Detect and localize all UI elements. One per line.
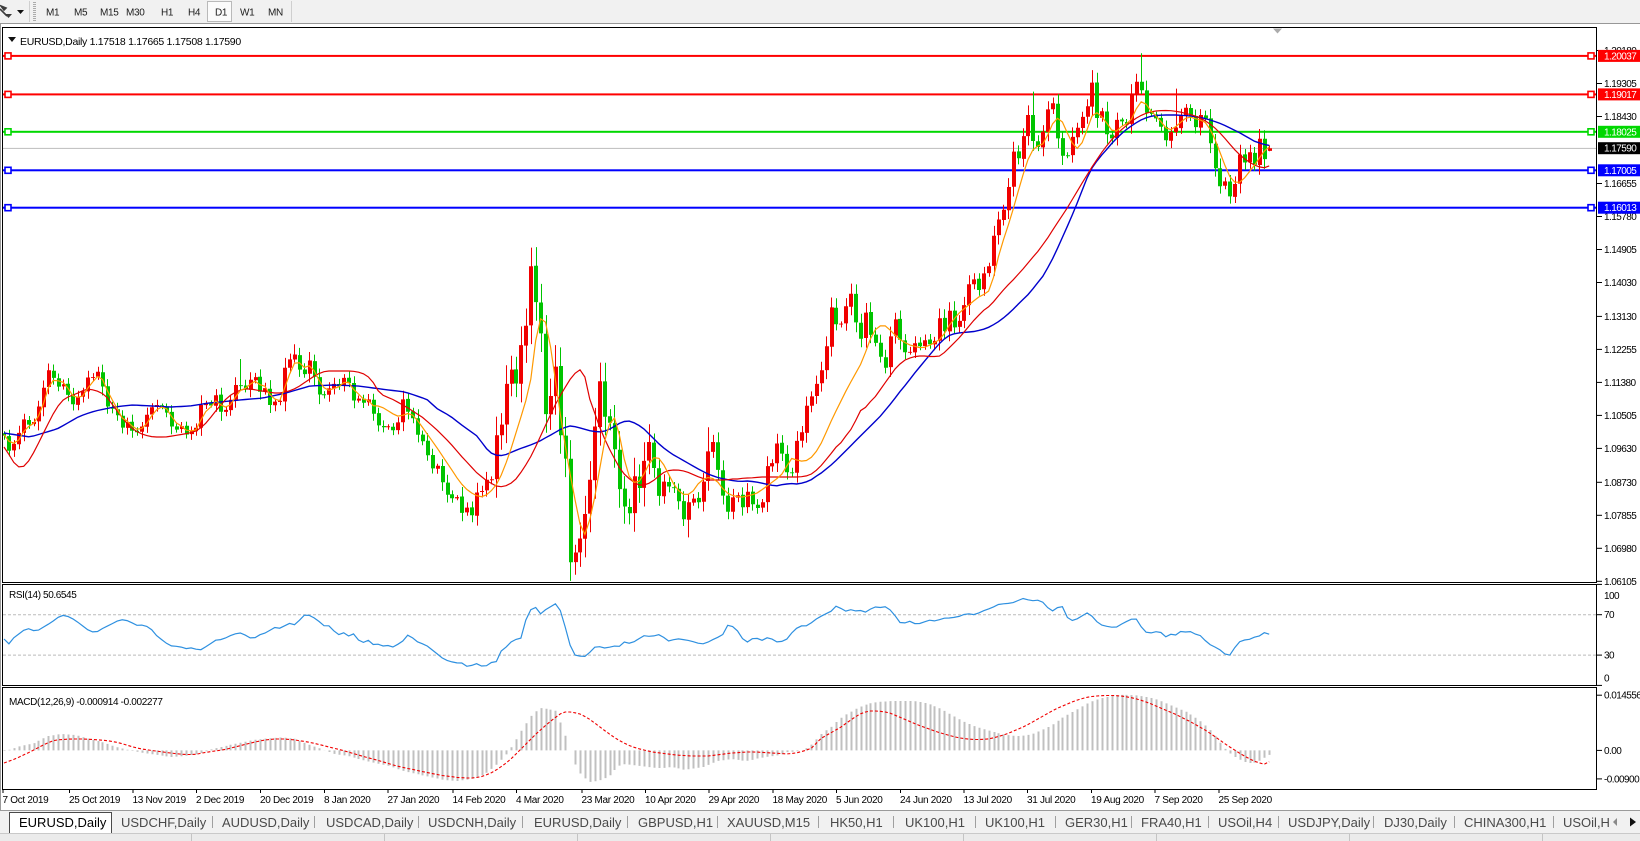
svg-text:5 Jun 2020: 5 Jun 2020 bbox=[836, 795, 883, 806]
svg-text:USDJPY,Daily: USDJPY,Daily bbox=[1288, 815, 1371, 830]
svg-text:27 Jan 2020: 27 Jan 2020 bbox=[388, 795, 440, 806]
svg-text:70: 70 bbox=[1604, 610, 1615, 621]
svg-text:1.17005: 1.17005 bbox=[1604, 166, 1637, 177]
svg-text:H1: H1 bbox=[161, 8, 174, 19]
svg-text:4 Mar 2020: 4 Mar 2020 bbox=[516, 795, 564, 806]
svg-text:AUDUSD,Daily: AUDUSD,Daily bbox=[222, 815, 310, 830]
svg-text:USOil,H4: USOil,H4 bbox=[1218, 815, 1272, 830]
svg-text:23 Mar 2020: 23 Mar 2020 bbox=[582, 795, 636, 806]
svg-text:1.07855: 1.07855 bbox=[1604, 511, 1637, 522]
svg-text:DJ30,Daily: DJ30,Daily bbox=[1384, 815, 1447, 830]
svg-text:1.13130: 1.13130 bbox=[1604, 312, 1637, 323]
svg-text:CHINA300,H1: CHINA300,H1 bbox=[1464, 815, 1546, 830]
svg-text:14 Feb 2020: 14 Feb 2020 bbox=[453, 795, 507, 806]
svg-text:USDCHF,Daily: USDCHF,Daily bbox=[121, 815, 207, 830]
svg-text:10 Apr 2020: 10 Apr 2020 bbox=[645, 795, 696, 806]
svg-text:M5: M5 bbox=[74, 8, 88, 19]
svg-text:20 Dec 2019: 20 Dec 2019 bbox=[260, 795, 314, 806]
svg-text:7 Oct 2019: 7 Oct 2019 bbox=[3, 795, 50, 806]
svg-text:1.12255: 1.12255 bbox=[1604, 345, 1637, 356]
svg-text:D1: D1 bbox=[215, 8, 228, 19]
svg-text:GER30,H1: GER30,H1 bbox=[1065, 815, 1128, 830]
svg-text:31 Jul 2020: 31 Jul 2020 bbox=[1027, 795, 1076, 806]
svg-text:1.18430: 1.18430 bbox=[1604, 112, 1637, 123]
svg-text:1.18025: 1.18025 bbox=[1604, 127, 1637, 138]
svg-text:W1: W1 bbox=[240, 8, 255, 19]
svg-text:EURUSD,Daily: EURUSD,Daily bbox=[534, 815, 622, 830]
svg-text:29 Apr 2020: 29 Apr 2020 bbox=[709, 795, 760, 806]
svg-text:USDCAD,Daily: USDCAD,Daily bbox=[326, 815, 414, 830]
svg-text:1.15780: 1.15780 bbox=[1604, 212, 1637, 223]
svg-text:M1: M1 bbox=[46, 8, 60, 19]
svg-text:M15: M15 bbox=[100, 8, 119, 19]
svg-text:M30: M30 bbox=[126, 8, 145, 19]
svg-text:H4: H4 bbox=[188, 8, 201, 19]
svg-text:GBPUSD,H1: GBPUSD,H1 bbox=[638, 815, 713, 830]
svg-text:1.16655: 1.16655 bbox=[1604, 179, 1637, 190]
svg-text:1.20037: 1.20037 bbox=[1604, 51, 1637, 62]
svg-text:EURUSD,Daily: EURUSD,Daily bbox=[19, 815, 107, 830]
svg-text:19 Aug 2020: 19 Aug 2020 bbox=[1091, 795, 1145, 806]
svg-text:UK100,H1: UK100,H1 bbox=[905, 815, 965, 830]
svg-text:USOil,H: USOil,H bbox=[1563, 815, 1610, 830]
svg-text:18 May 2020: 18 May 2020 bbox=[773, 795, 828, 806]
svg-text:0.014556: 0.014556 bbox=[1604, 691, 1640, 702]
svg-text:1.19017: 1.19017 bbox=[1604, 90, 1637, 101]
svg-text:100: 100 bbox=[1604, 591, 1620, 602]
svg-text:1.14030: 1.14030 bbox=[1604, 278, 1637, 289]
svg-text:1.16013: 1.16013 bbox=[1604, 203, 1637, 214]
svg-text:1.09630: 1.09630 bbox=[1604, 444, 1637, 455]
svg-text:-0.009001: -0.009001 bbox=[1604, 774, 1640, 785]
svg-text:FRA40,H1: FRA40,H1 bbox=[1141, 815, 1202, 830]
svg-text:0.00: 0.00 bbox=[1604, 746, 1622, 757]
svg-text:1.17590: 1.17590 bbox=[1604, 144, 1637, 155]
svg-text:1.06980: 1.06980 bbox=[1604, 544, 1637, 555]
svg-text:UK100,H1: UK100,H1 bbox=[985, 815, 1045, 830]
svg-text:1.19305: 1.19305 bbox=[1604, 79, 1637, 90]
svg-text:HK50,H1: HK50,H1 bbox=[830, 815, 883, 830]
svg-text:30: 30 bbox=[1604, 651, 1615, 662]
svg-text:1.08730: 1.08730 bbox=[1604, 478, 1637, 489]
svg-text:7 Sep 2020: 7 Sep 2020 bbox=[1155, 795, 1204, 806]
svg-text:25 Sep 2020: 25 Sep 2020 bbox=[1219, 795, 1273, 806]
svg-text:1.11380: 1.11380 bbox=[1604, 378, 1637, 389]
svg-text:XAUUSD,M15: XAUUSD,M15 bbox=[727, 815, 810, 830]
svg-text:13 Nov 2019: 13 Nov 2019 bbox=[133, 795, 187, 806]
svg-text:1.14905: 1.14905 bbox=[1604, 245, 1637, 256]
svg-text:0: 0 bbox=[1604, 673, 1610, 684]
svg-text:13 Jul 2020: 13 Jul 2020 bbox=[964, 795, 1013, 806]
svg-text:2 Dec 2019: 2 Dec 2019 bbox=[196, 795, 245, 806]
svg-text:25 Oct 2019: 25 Oct 2019 bbox=[69, 795, 121, 806]
svg-text:EURUSD,Daily 1.17518 1.17665: EURUSD,Daily 1.17518 1.17665 1.17508 1.1… bbox=[20, 36, 241, 48]
svg-text:MACD(12,26,9) -0.000914 -0.002: MACD(12,26,9) -0.000914 -0.002277 bbox=[9, 697, 163, 708]
svg-text:RSI(14) 50.6545: RSI(14) 50.6545 bbox=[9, 590, 77, 601]
svg-text:24 Jun 2020: 24 Jun 2020 bbox=[900, 795, 952, 806]
svg-text:MN: MN bbox=[268, 8, 283, 19]
svg-text:8 Jan 2020: 8 Jan 2020 bbox=[324, 795, 371, 806]
svg-text:1.10505: 1.10505 bbox=[1604, 411, 1637, 422]
svg-text:USDCNH,Daily: USDCNH,Daily bbox=[428, 815, 517, 830]
svg-text:1.06105: 1.06105 bbox=[1604, 577, 1637, 588]
